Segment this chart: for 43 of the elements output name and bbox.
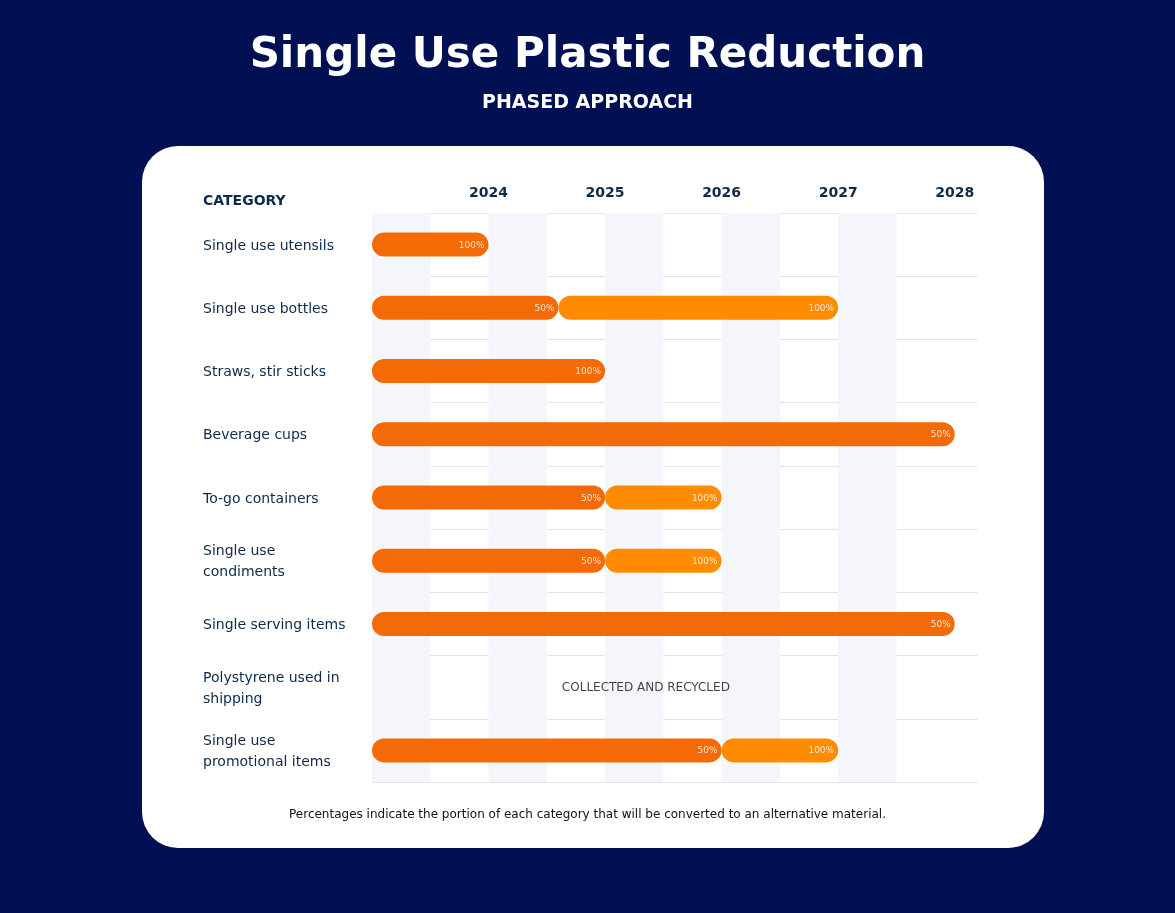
annotation: 100% bbox=[458, 239, 485, 250]
bar bbox=[372, 295, 559, 320]
x-tick-label: 2025 bbox=[585, 184, 625, 200]
annotation: 100% bbox=[575, 366, 602, 377]
bar bbox=[372, 611, 955, 636]
y-tick-label: Single use promotional items bbox=[203, 731, 331, 769]
annotation: 50% bbox=[581, 492, 602, 503]
bar bbox=[605, 485, 722, 510]
bar bbox=[605, 548, 722, 573]
annotation: 50% bbox=[534, 302, 555, 313]
bar bbox=[558, 295, 839, 320]
annotation: 50% bbox=[930, 618, 952, 629]
y-axis-title: CATEGORY bbox=[203, 192, 287, 208]
y-tick-label: Single use condiments bbox=[203, 542, 285, 580]
bar bbox=[372, 738, 722, 763]
annotation: 100% bbox=[808, 302, 835, 313]
chart-subtitle: PHASED APPROACH bbox=[482, 89, 693, 112]
y-tick-label: Polystyrene used in shipping bbox=[203, 668, 345, 706]
annotation: 50% bbox=[697, 745, 719, 756]
bar bbox=[372, 548, 606, 573]
y-tick-label: To-go containers bbox=[202, 489, 319, 506]
y-tick-label: Straws, stir sticks bbox=[203, 363, 327, 380]
bar bbox=[372, 485, 606, 510]
bar bbox=[372, 422, 955, 447]
chart-title: Single Use Plastic Reduction bbox=[249, 27, 926, 77]
y-tick-label: Beverage cups bbox=[203, 426, 308, 443]
annotation: 50% bbox=[930, 429, 952, 440]
y-tick-label: Single use bottles bbox=[203, 299, 328, 316]
bar bbox=[372, 232, 489, 257]
x-tick-label: 2024 bbox=[469, 184, 509, 200]
y-tick-label: Single use utensils bbox=[203, 236, 334, 253]
y-tick-label: Single serving items bbox=[203, 615, 346, 632]
x-tick-label: 2026 bbox=[702, 184, 742, 200]
annotation: 100% bbox=[691, 555, 719, 566]
x-tick-label: 2027 bbox=[818, 184, 858, 200]
annotation: COLLECTED AND RECYCLED bbox=[561, 680, 730, 695]
bar bbox=[372, 359, 606, 384]
text: Percentages indicate the portion of each category that will be converted to an alternative material. bbox=[289, 807, 886, 821]
x-tick-label: 2028 bbox=[935, 184, 975, 200]
annotation: 50% bbox=[581, 555, 602, 566]
annotation: 100% bbox=[808, 745, 835, 756]
annotation: 100% bbox=[691, 492, 719, 503]
bar bbox=[721, 738, 839, 763]
